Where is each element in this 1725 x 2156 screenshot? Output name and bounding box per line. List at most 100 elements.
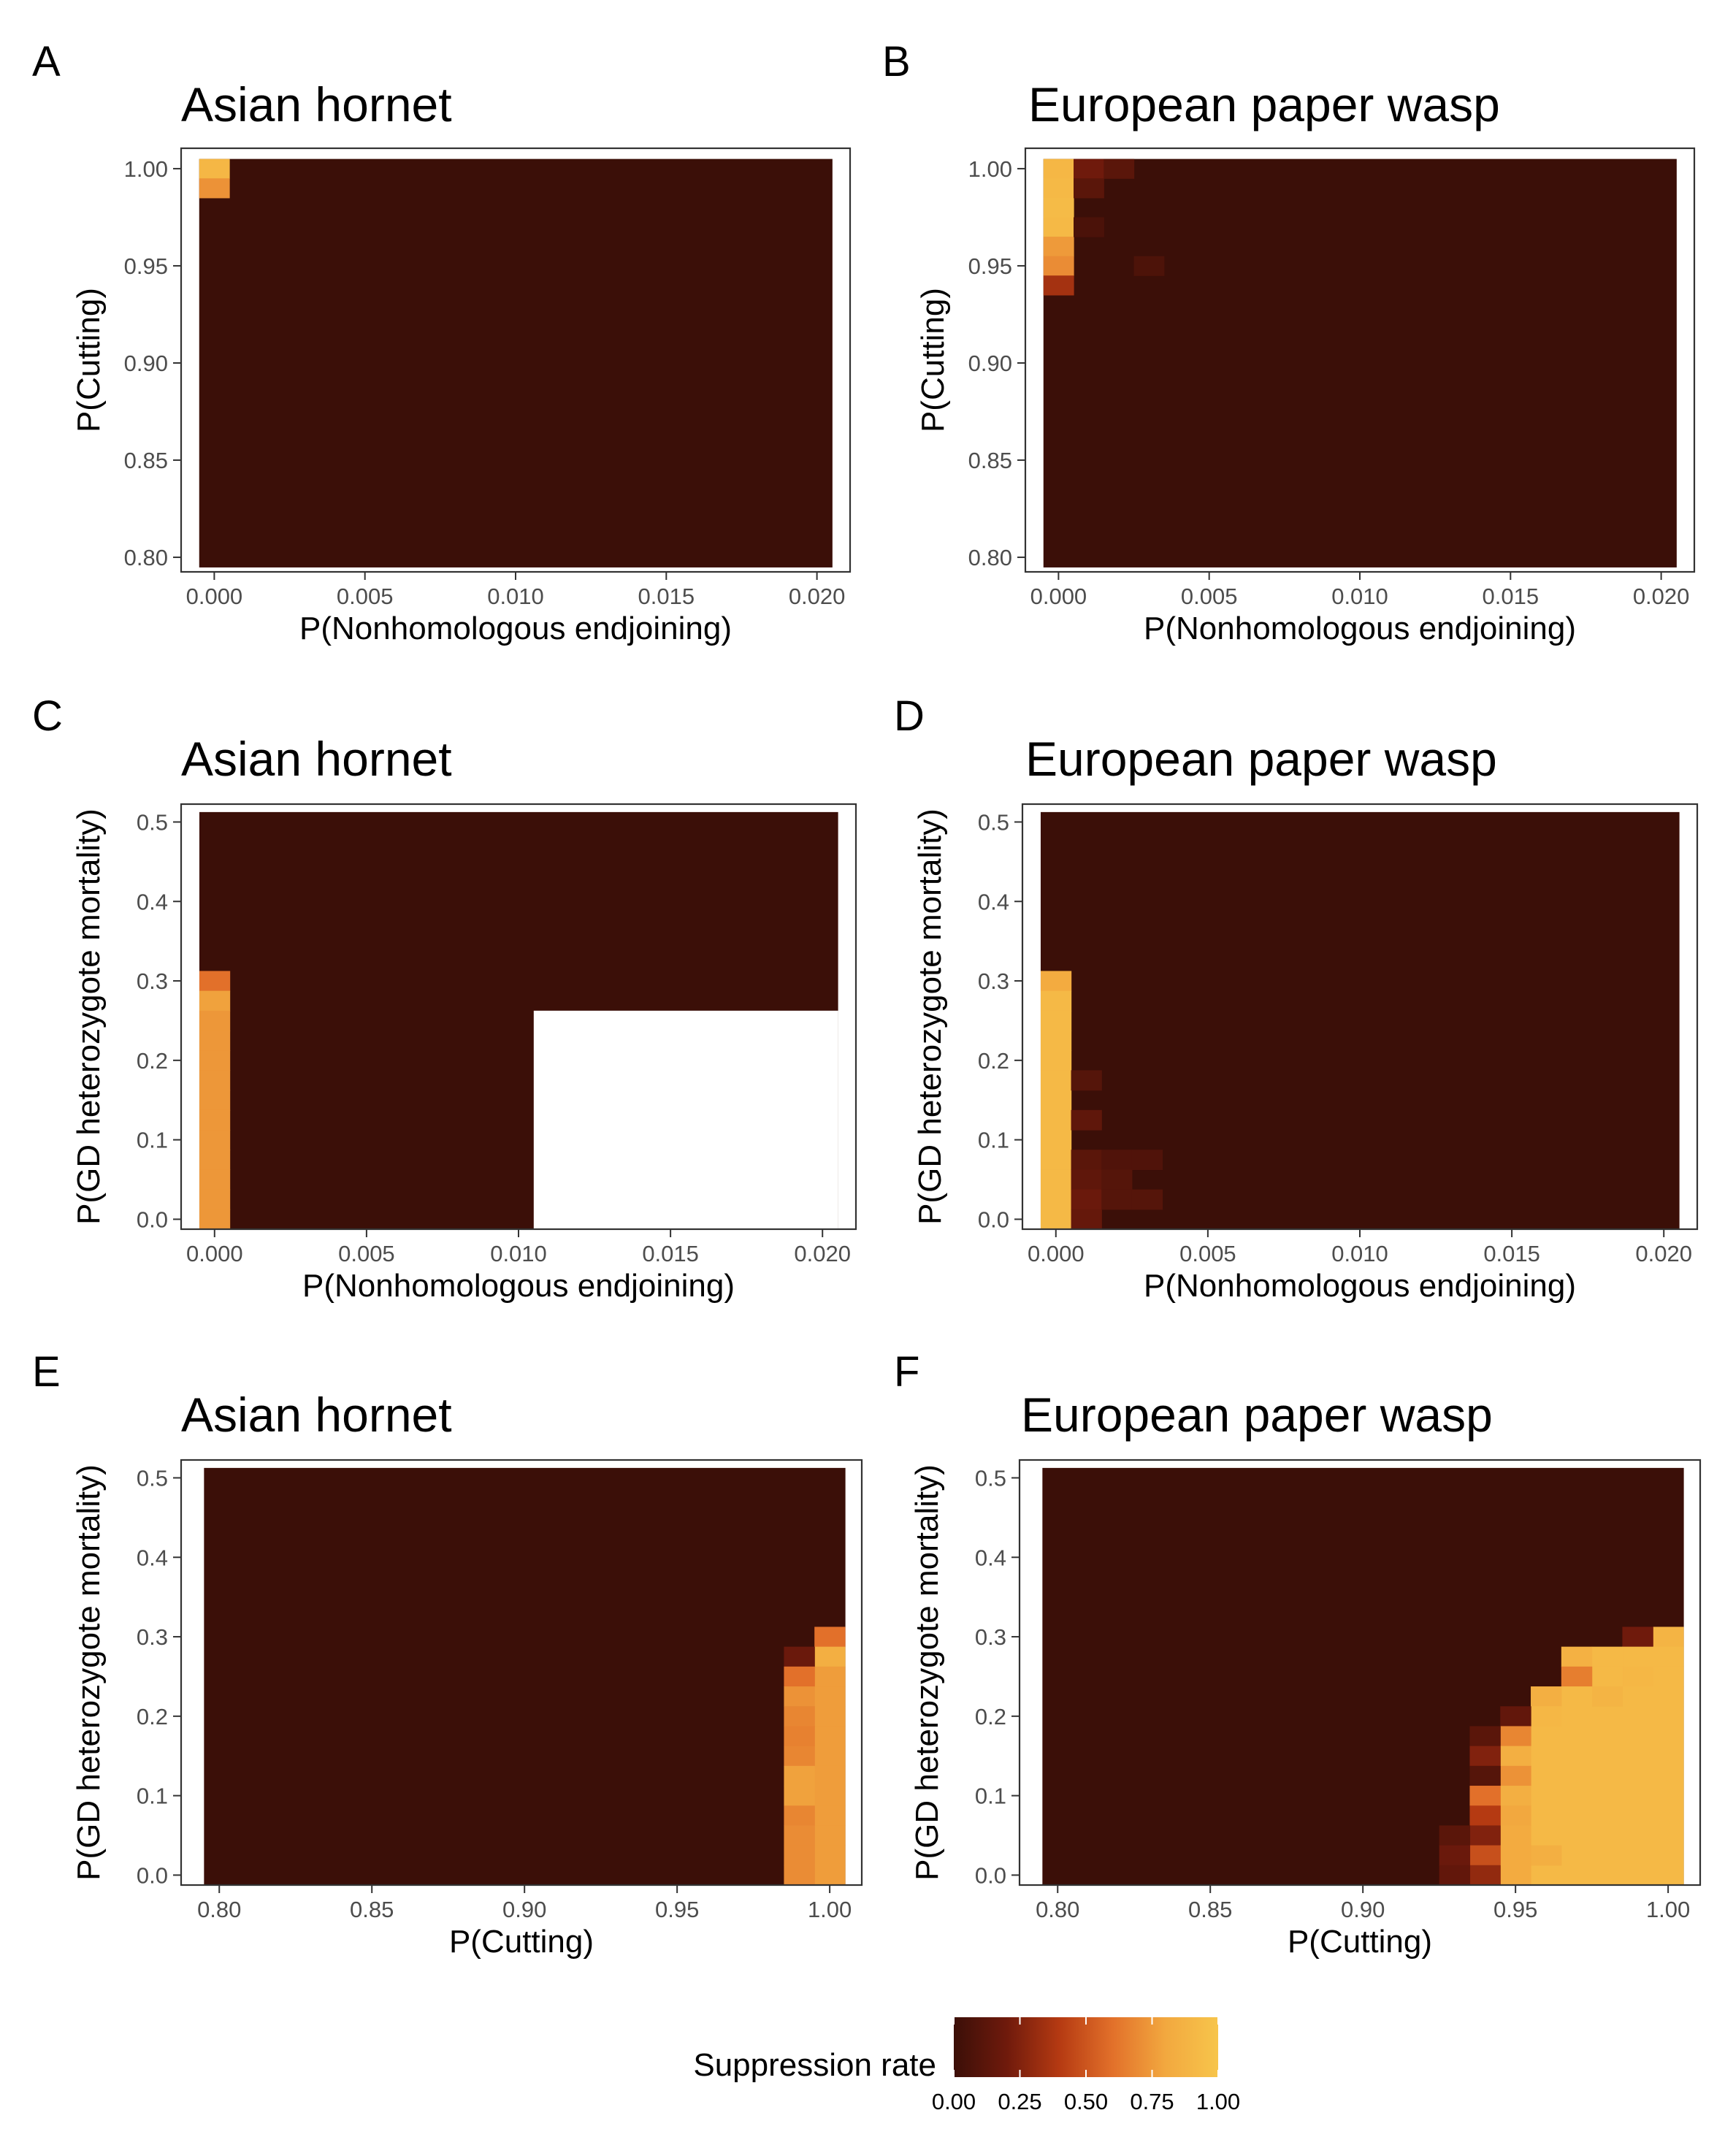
heatmap-cell	[1040, 1209, 1072, 1230]
x-tick-label: 0.010	[1331, 584, 1388, 609]
heatmap-cell	[1591, 1666, 1623, 1687]
heatmap-cell	[1104, 158, 1135, 179]
x-tick-label: 0.020	[1633, 584, 1690, 609]
heatmap-cell	[1043, 275, 1074, 296]
y-axis-label: P(Cutting)	[71, 288, 107, 432]
heatmap-cell	[814, 1786, 846, 1806]
panel-e: E Asian hornet 0.80 0.85 0.90 0.95 1.00 0.0 0.1 0…	[32, 1348, 863, 1960]
y-axis-label: P(GD heterozygote mortality)	[71, 1464, 107, 1881]
heatmap-cell	[1469, 1865, 1501, 1886]
heatmap-cell	[1622, 1646, 1653, 1667]
heatmap-cell	[1591, 1686, 1623, 1707]
heatmap-tiles	[199, 811, 838, 1230]
legend-title: Suppression rate	[693, 2047, 936, 2083]
heatmap-cell	[784, 1865, 815, 1886]
y-tick-label: 0.5	[137, 1465, 168, 1491]
x-tick-label: 0.85	[1188, 1897, 1232, 1922]
x-tick-label: 0.000	[186, 584, 243, 609]
heatmap-cell	[1040, 1090, 1072, 1111]
x-tick-label: 0.80	[1036, 1897, 1079, 1922]
heatmap-cell	[1101, 1169, 1133, 1190]
heatmap-cell	[1439, 1825, 1471, 1846]
y-tick-label: 0.95	[968, 253, 1012, 279]
heatmap-cell	[199, 1050, 231, 1071]
x-axis-label: P(Cutting)	[1288, 1924, 1432, 1960]
y-tick-label: 0.2	[975, 1704, 1006, 1729]
heatmap-background-tile	[204, 1467, 846, 1886]
heatmap-cell	[199, 1109, 231, 1131]
x-tick-label: 0.005	[338, 1241, 395, 1266]
x-tick-label: 1.00	[1646, 1897, 1690, 1922]
legend-tick-label: 0.50	[1064, 2089, 1108, 2114]
heatmap-cell	[814, 1726, 846, 1747]
heatmap-missing-region	[533, 1010, 838, 1230]
y-tick-label: 0.85	[968, 448, 1012, 473]
x-tick-label: 0.005	[337, 584, 394, 609]
y-tick-label: 0.4	[137, 889, 168, 914]
heatmap-cell	[1074, 158, 1104, 179]
heatmap-cell	[1040, 1150, 1072, 1171]
y-tick-label: 0.2	[137, 1048, 168, 1074]
heatmap-cell	[1043, 256, 1074, 276]
x-tick-label: 0.015	[1483, 584, 1540, 609]
x-tick-label: 0.010	[487, 584, 544, 609]
y-tick-label: 0.2	[137, 1704, 168, 1729]
x-tick-label: 0.005	[1181, 584, 1238, 609]
panel-letter: D	[894, 692, 925, 740]
heatmap-cell	[814, 1666, 846, 1687]
heatmap-cell	[1074, 217, 1104, 237]
heatmap-cell	[1500, 1786, 1531, 1806]
y-tick-label: 0.5	[137, 809, 168, 835]
heatmap-cell	[1469, 1765, 1501, 1786]
y-axis-label: P(GD heterozygote mortality)	[912, 808, 948, 1225]
heatmap-cell	[1561, 1686, 1593, 1707]
heatmap-cell	[814, 1765, 846, 1786]
heatmap-cell	[1469, 1805, 1501, 1827]
heatmap-cell	[1500, 1845, 1531, 1866]
heatmap-cell	[784, 1765, 815, 1786]
heatmap-cell	[784, 1726, 815, 1747]
heatmap-cell	[199, 1209, 231, 1230]
heatmap-cell	[199, 1031, 231, 1051]
x-tick-label: 0.85	[350, 1897, 394, 1922]
x-tick-label: 0.015	[642, 1241, 699, 1266]
panel-f: F European paper wasp 0.80 0.85 0.90 0.95 1.00…	[894, 1348, 1702, 1960]
x-axis-label: P(Nonhomologous endjoining)	[299, 611, 732, 646]
heatmap-cell	[1531, 1686, 1562, 1707]
heatmap-cell	[814, 1746, 846, 1767]
heatmap-background-tile	[199, 158, 833, 567]
y-tick-label: 0.4	[978, 889, 1009, 914]
heatmap-cell	[1622, 1626, 1653, 1648]
legend-tick-label: 1.00	[1196, 2089, 1240, 2114]
y-tick-label: 0.0	[137, 1207, 168, 1232]
heatmap-cell	[1653, 1666, 1684, 1687]
panel-d: D European paper wasp 0.000 0.005 0.010 0.015…	[894, 692, 1699, 1304]
heatmap-cell	[1561, 1646, 1593, 1667]
heatmap-cell	[784, 1805, 815, 1827]
y-tick-label: 1.00	[124, 156, 168, 182]
heatmap-cell	[1469, 1845, 1501, 1866]
y-axis-label: P(GD heterozygote mortality)	[71, 808, 107, 1225]
heatmap-cell	[1500, 1726, 1531, 1747]
x-axis-label: P(Cutting)	[449, 1924, 594, 1960]
heatmap-cell	[1040, 971, 1072, 992]
x-tick-label: 0.000	[186, 1241, 243, 1266]
heatmap-cell	[784, 1686, 815, 1707]
heatmap-cell	[1040, 1050, 1072, 1071]
heatmap-cell	[1500, 1865, 1531, 1886]
heatmap-cell	[1040, 990, 1072, 1012]
heatmap-cell	[1043, 158, 1074, 179]
heatmap-cell	[1133, 256, 1165, 276]
x-tick-label: 0.010	[1331, 1241, 1388, 1266]
heatmap-cell	[1439, 1865, 1471, 1886]
heatmap-cell	[1071, 1150, 1102, 1171]
x-tick-label: 0.80	[197, 1897, 241, 1922]
heatmap-cell	[1043, 178, 1074, 199]
x-tick-label: 0.95	[655, 1897, 699, 1922]
legend-tick-label: 0.00	[932, 2089, 976, 2114]
x-axis-label: P(Nonhomologous endjoining)	[302, 1268, 735, 1304]
heatmap-cell	[1101, 1189, 1133, 1210]
heatmap-cell	[784, 1706, 815, 1727]
heatmap-cell	[814, 1845, 846, 1866]
